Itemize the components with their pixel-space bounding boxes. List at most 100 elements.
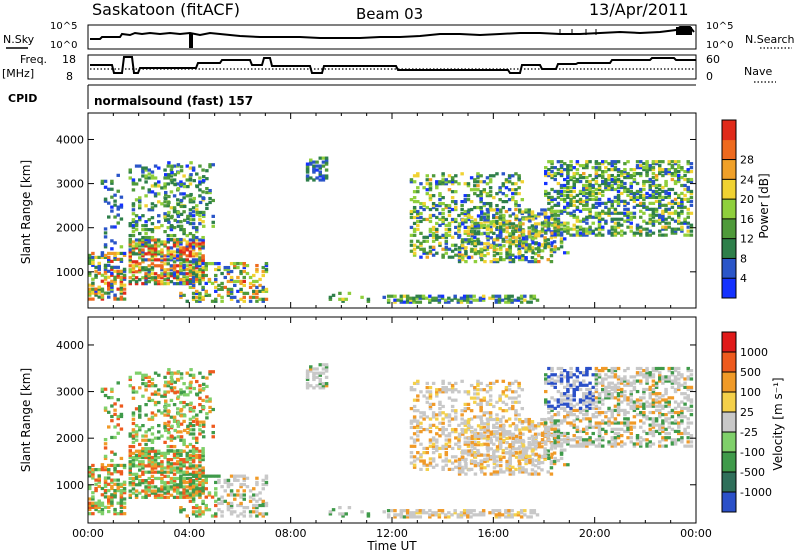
velocity-cell	[466, 427, 471, 432]
power-cell	[457, 250, 462, 254]
velocity-cell	[144, 449, 148, 453]
power-cell	[514, 201, 518, 206]
power-cell	[153, 276, 158, 280]
power-cell	[309, 162, 313, 166]
velocity-cell	[450, 455, 455, 459]
power-cell	[412, 221, 417, 226]
power-cell	[252, 283, 256, 288]
velocity-cell	[483, 430, 487, 434]
power-cell	[495, 225, 499, 230]
power-cell	[341, 297, 345, 301]
power-cell	[632, 171, 637, 176]
power-cell	[422, 249, 426, 253]
power-cell	[485, 201, 490, 206]
velocity-cell	[507, 515, 511, 519]
power-cell	[309, 176, 313, 180]
power-cell	[651, 168, 656, 172]
velocity-cell	[198, 512, 202, 516]
velocity-cell	[533, 447, 538, 451]
velocity-cell	[514, 436, 519, 441]
power-cell	[495, 238, 500, 242]
power-cell	[110, 251, 114, 256]
velocity-cell	[252, 503, 256, 508]
power-cell	[556, 213, 561, 217]
velocity-cell	[172, 466, 177, 470]
power-cell	[464, 246, 468, 250]
power-cell	[582, 233, 586, 237]
power-cell	[613, 225, 618, 229]
velocity-cell	[511, 381, 515, 386]
velocity-cell	[195, 493, 199, 497]
power-cell	[179, 183, 184, 187]
power-cell	[324, 160, 329, 164]
power-cell	[416, 213, 420, 218]
velocity-cell	[239, 485, 243, 489]
velocity-cell	[173, 380, 177, 384]
power-cell	[566, 201, 570, 205]
velocity-cell	[469, 425, 474, 430]
power-cell	[214, 261, 218, 266]
velocity-cell	[324, 382, 329, 386]
nave-tick-bottom: 0	[706, 70, 713, 83]
power-cell	[191, 282, 196, 286]
power-cell	[677, 221, 681, 225]
date-title: 13/Apr/2011	[589, 0, 689, 19]
power-cell	[447, 209, 452, 214]
power-cell	[147, 218, 151, 222]
power-cell	[639, 203, 643, 207]
power-cell	[236, 261, 240, 266]
velocity-cell	[481, 511, 486, 515]
velocity-cell	[505, 441, 509, 445]
power-cell	[110, 287, 114, 291]
velocity-cell	[163, 426, 167, 430]
velocity-cell	[134, 390, 139, 394]
power-cell	[431, 201, 436, 206]
power-cell	[553, 225, 557, 229]
velocity-cell	[438, 411, 442, 415]
velocity-cell	[141, 489, 145, 493]
velocity-cell	[508, 472, 512, 476]
power-cell	[651, 160, 656, 164]
power-cell	[141, 170, 145, 174]
power-cell	[103, 269, 108, 273]
power-cell	[138, 256, 142, 260]
velocity-cell	[185, 444, 189, 449]
power-cell	[454, 243, 458, 247]
power-cell	[504, 194, 509, 198]
velocity-cell	[128, 464, 132, 468]
power-cell	[131, 180, 136, 184]
velocity-cell	[131, 464, 136, 468]
power-cell	[470, 220, 474, 224]
power-cell	[497, 296, 502, 300]
power-cell	[131, 266, 136, 270]
velocity-cell	[153, 495, 158, 499]
velocity-cell	[119, 463, 124, 468]
power-cell	[667, 215, 671, 219]
power-cell	[654, 175, 659, 180]
velocity-cell	[461, 470, 465, 474]
velocity-cell	[473, 388, 477, 392]
power-cell	[572, 181, 576, 186]
velocity-cell	[453, 509, 457, 513]
power-cell	[444, 203, 449, 208]
velocity-cell	[461, 430, 465, 434]
power-cell	[566, 211, 570, 215]
velocity-cell	[201, 501, 205, 506]
velocity-cell	[191, 491, 196, 495]
cpid-panel: CPID normalsound (fast) 157	[8, 84, 696, 109]
power-cell	[639, 166, 643, 170]
power-cell	[578, 201, 583, 205]
power-cell	[473, 252, 478, 256]
power-cell	[467, 238, 471, 242]
velocity-cell	[547, 381, 551, 385]
power-cell	[578, 175, 583, 180]
velocity-cell	[505, 451, 509, 455]
power-cell	[569, 233, 573, 237]
power-cell	[185, 282, 189, 286]
velocity-cell	[428, 463, 433, 467]
power-cell	[623, 211, 627, 215]
power-cell	[160, 274, 164, 278]
velocity-cell	[150, 478, 155, 483]
velocity-cell	[530, 424, 535, 428]
velocity-cell	[229, 474, 234, 478]
